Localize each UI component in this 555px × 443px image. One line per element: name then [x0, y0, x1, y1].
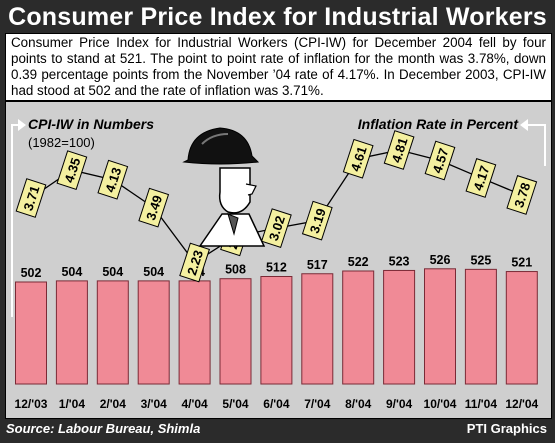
- inflation-value-label: 3.49: [143, 193, 165, 222]
- cpi-bar: [424, 268, 456, 385]
- inflation-point: 3.78: [506, 175, 538, 215]
- inflation-point: 2.23: [179, 242, 210, 283]
- cpi-base-label: (1982=100): [28, 135, 95, 150]
- inflation-line-group: 3.714.354.133.492.232.833.023.194.614.81…: [15, 130, 538, 283]
- inflation-point: 4.13: [97, 159, 129, 200]
- inflation-value-label: 4.17: [470, 164, 492, 193]
- inflation-tag: [506, 175, 538, 215]
- inflation-tag: [56, 150, 88, 190]
- cpi-bar: [342, 270, 375, 385]
- inflation-series-label: Inflation Rate in Percent: [358, 116, 520, 132]
- cpi-bar: [260, 276, 293, 385]
- x-tick-label: 2/'04: [100, 397, 127, 411]
- cpi-bar: [137, 280, 170, 385]
- cpi-value-label: 523: [389, 254, 410, 268]
- inflation-point: 4.57: [424, 140, 456, 181]
- cpi-value-label: 502: [21, 266, 42, 280]
- cpi-bar: [15, 281, 47, 385]
- x-tick-label: 5/'04: [222, 397, 249, 411]
- cpi-value-label: 504: [102, 265, 123, 279]
- cpi-value-label: 521: [511, 256, 532, 270]
- inflation-value-label: 4.61: [348, 145, 370, 174]
- cpi-bar: [464, 268, 497, 385]
- cpi-bar: [55, 280, 88, 385]
- cpi-value-label: 522: [348, 255, 369, 269]
- x-tick-label: 12/'04: [505, 397, 538, 411]
- inflation-tag: [424, 140, 456, 181]
- inflation-tag: [301, 200, 333, 241]
- x-tick-label: 4/'04: [181, 397, 208, 411]
- inflation-value-label: 4.57: [429, 146, 451, 175]
- inflation-point: 4.35: [56, 150, 88, 190]
- x-tick-label: 9/'04: [386, 397, 413, 411]
- bars-group: 502504504504504508512517522523526525521: [15, 253, 538, 385]
- cpi-bar: [219, 278, 252, 385]
- summary-box: Consumer Price Index for Industrial Work…: [5, 33, 552, 101]
- cpi-bar: [505, 271, 538, 385]
- inflation-point: 4.17: [465, 158, 497, 198]
- x-tick-label: 10/'04: [424, 397, 457, 411]
- cpi-value-label: 504: [61, 265, 82, 279]
- inflation-point: 3.71: [15, 178, 47, 218]
- inflation-tag: [97, 159, 129, 200]
- inflation-point: 3.02: [261, 208, 292, 248]
- inflation-tag: [138, 187, 170, 228]
- inflation-tag: [342, 138, 374, 179]
- x-tick-label: 6/'04: [263, 397, 290, 411]
- cpi-value-label: 508: [225, 263, 246, 277]
- inflation-value-label: 4.81: [389, 136, 411, 165]
- inflation-tag: [15, 178, 47, 218]
- x-tick-label: 12/'03: [15, 397, 48, 411]
- inflation-label-bracket: [526, 124, 546, 166]
- cpi-value-label: 504: [143, 265, 164, 279]
- inflation-point: 4.61: [342, 138, 374, 179]
- inflation-value-label: 4.35: [61, 156, 83, 185]
- cpi-bar: [383, 269, 416, 385]
- x-tick-label: 8/'04: [345, 397, 372, 411]
- cpi-bar: [96, 280, 129, 385]
- summary-text: Consumer Price Index for Industrial Work…: [11, 35, 546, 98]
- inflation-value-label: 3.19: [307, 206, 329, 235]
- x-tick-label: 7/'04: [304, 397, 331, 411]
- cpi-value-label: 517: [307, 258, 328, 272]
- inflation-value-label: 4.13: [102, 165, 124, 194]
- x-tick-label: 3/'04: [141, 397, 168, 411]
- source-note: Source: Labour Bureau, Shimla: [6, 421, 201, 436]
- inflation-point: 3.49: [138, 187, 170, 228]
- chart-title: Consumer Price Index for Industrial Work…: [8, 3, 547, 31]
- cpi-bar: [178, 280, 211, 385]
- inflation-tag: [261, 208, 292, 248]
- cpi-value-label: 526: [430, 253, 451, 267]
- inflation-value-label: 3.71: [20, 184, 42, 213]
- chart-svg: 502504504504504508512517522523526525521 …: [11, 116, 546, 411]
- cpi-value-label: 525: [470, 253, 491, 267]
- inflation-label-arrow: [520, 119, 528, 131]
- credit-note: PTI Graphics: [466, 421, 547, 436]
- inflation-point: 3.19: [301, 200, 333, 241]
- cpi-series-label: CPI-IW in Numbers: [28, 116, 154, 132]
- cpi-label-bracket: [11, 124, 20, 317]
- chart-panel: 502504504504504508512517522523526525521 …: [5, 101, 552, 419]
- title-bar: Consumer Price Index for Industrial Work…: [0, 2, 555, 32]
- inflation-tag: [465, 158, 497, 198]
- x-tick-label: 1/'04: [59, 397, 86, 411]
- worker-with-helmet-icon: [182, 127, 266, 247]
- inflation-tag: [383, 130, 415, 170]
- cpi-bar: [301, 273, 334, 385]
- inflation-value-label: 2.23: [184, 248, 206, 277]
- cpi-value-label: 512: [266, 261, 287, 275]
- x-axis-labels: 12/'03 1/'04 2/'04 3/'04 4/'04 5/'04 6/'04 7/'0…: [15, 397, 539, 411]
- cpi-label-arrow: [18, 119, 26, 131]
- inflation-point: 4.81: [383, 130, 415, 170]
- inflation-value-label: 3.02: [266, 214, 288, 243]
- inflation-value-label: 3.78: [511, 181, 533, 210]
- x-tick-label: 11/'04: [465, 397, 498, 411]
